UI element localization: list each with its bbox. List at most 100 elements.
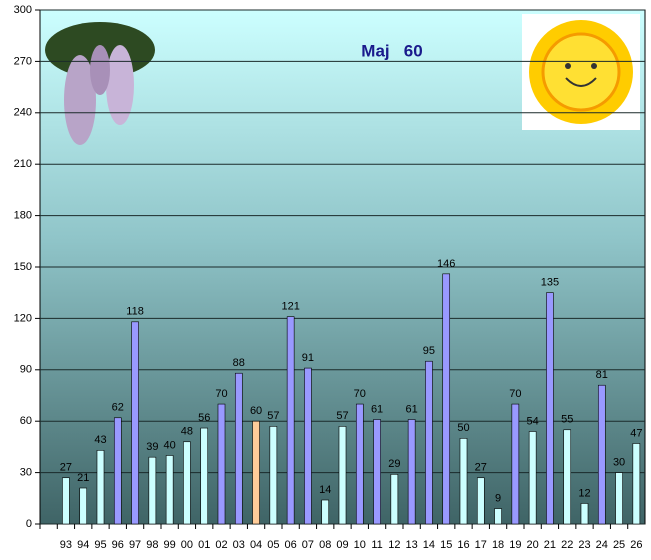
y-tick-label: 0 bbox=[26, 518, 32, 530]
value-label: 61 bbox=[406, 403, 418, 415]
value-label: 60 bbox=[250, 405, 262, 417]
value-label: 95 bbox=[423, 345, 435, 357]
y-tick-label: 120 bbox=[14, 312, 32, 324]
value-label: 57 bbox=[267, 410, 279, 422]
bar bbox=[355, 403, 364, 525]
bar bbox=[390, 474, 399, 525]
bar bbox=[62, 477, 70, 525]
bar bbox=[131, 321, 139, 525]
x-tick-label: 13 bbox=[406, 539, 418, 551]
value-label: 21 bbox=[77, 472, 89, 484]
x-tick-label: 95 bbox=[94, 539, 106, 551]
x-tick-label: 26 bbox=[630, 539, 642, 551]
bar bbox=[615, 472, 623, 525]
bar bbox=[442, 273, 451, 525]
bar bbox=[373, 419, 381, 525]
bar bbox=[269, 426, 278, 525]
value-label: 54 bbox=[527, 415, 539, 427]
bar bbox=[200, 427, 209, 525]
x-tick-label: 02 bbox=[215, 539, 227, 551]
chart-title: Maj 60 bbox=[361, 41, 422, 60]
x-tick-label: 05 bbox=[267, 539, 279, 551]
x-tick-label: 93 bbox=[60, 539, 72, 551]
value-label: 121 bbox=[281, 301, 299, 313]
x-tick-label: 20 bbox=[527, 539, 539, 551]
x-tick-label: 15 bbox=[440, 539, 452, 551]
x-tick-label: 08 bbox=[319, 539, 331, 551]
bar bbox=[96, 450, 105, 525]
x-tick-label: 06 bbox=[285, 539, 297, 551]
x-tick-label: 98 bbox=[146, 539, 158, 551]
y-tick-label: 210 bbox=[14, 158, 32, 170]
value-label: 29 bbox=[388, 458, 400, 470]
x-tick-label: 12 bbox=[388, 539, 400, 551]
bar bbox=[286, 316, 295, 525]
value-label: 70 bbox=[509, 388, 521, 400]
bar bbox=[338, 426, 347, 525]
value-label: 70 bbox=[215, 388, 227, 400]
x-tick-label: 00 bbox=[181, 539, 193, 551]
value-label: 146 bbox=[437, 258, 455, 270]
y-tick-label: 60 bbox=[20, 415, 32, 427]
value-label: 43 bbox=[94, 434, 106, 446]
bar bbox=[165, 455, 174, 525]
value-label: 40 bbox=[164, 439, 176, 451]
bar bbox=[546, 292, 554, 525]
value-label: 27 bbox=[60, 462, 72, 474]
value-label: 27 bbox=[475, 462, 487, 474]
value-label: 62 bbox=[112, 402, 124, 414]
bar bbox=[459, 438, 468, 525]
value-label: 12 bbox=[578, 487, 590, 499]
x-tick-label: 14 bbox=[423, 539, 435, 551]
x-tick-label: 16 bbox=[457, 539, 469, 551]
bar bbox=[425, 360, 433, 525]
y-tick-label: 240 bbox=[14, 107, 32, 119]
value-label: 9 bbox=[495, 492, 501, 504]
bar bbox=[580, 503, 589, 525]
value-label: 47 bbox=[630, 427, 642, 439]
bar bbox=[148, 456, 157, 525]
bar bbox=[632, 443, 641, 525]
x-tick-label: 11 bbox=[371, 539, 382, 551]
bar bbox=[113, 417, 122, 525]
x-tick-label: 19 bbox=[509, 539, 521, 551]
bar bbox=[79, 487, 88, 525]
y-tick-label: 270 bbox=[14, 55, 32, 67]
x-tick-label: 21 bbox=[544, 539, 556, 551]
x-tick-label: 25 bbox=[613, 539, 625, 551]
bar bbox=[183, 441, 191, 525]
value-label: 118 bbox=[126, 306, 144, 318]
bar bbox=[252, 420, 260, 525]
x-tick-label: 22 bbox=[561, 539, 573, 551]
y-tick-label: 90 bbox=[20, 364, 32, 376]
value-label: 39 bbox=[146, 441, 158, 453]
value-label: 57 bbox=[336, 410, 348, 422]
bar bbox=[304, 367, 312, 525]
x-tick-label: 10 bbox=[354, 539, 366, 551]
x-tick-label: 17 bbox=[475, 539, 487, 551]
x-tick-label: 97 bbox=[129, 539, 141, 551]
bar bbox=[234, 372, 243, 525]
x-tick-label: 94 bbox=[77, 539, 89, 551]
bar bbox=[563, 429, 572, 525]
value-label: 61 bbox=[371, 403, 383, 415]
x-tick-label: 96 bbox=[112, 539, 124, 551]
value-label: 50 bbox=[457, 422, 469, 434]
x-tick-label: 18 bbox=[492, 539, 504, 551]
value-label: 70 bbox=[354, 388, 366, 400]
y-tick-label: 30 bbox=[20, 467, 32, 479]
value-label: 55 bbox=[561, 414, 573, 426]
value-label: 135 bbox=[541, 277, 559, 289]
value-label: 81 bbox=[596, 369, 608, 381]
x-tick-label: 99 bbox=[164, 539, 176, 551]
bar bbox=[407, 419, 416, 525]
bar bbox=[597, 384, 606, 525]
x-tick-label: 09 bbox=[336, 539, 348, 551]
bar bbox=[217, 403, 226, 525]
y-tick-label: 150 bbox=[14, 261, 32, 273]
x-tick-label: 04 bbox=[250, 539, 262, 551]
x-tick-label: 03 bbox=[233, 539, 245, 551]
value-label: 88 bbox=[233, 357, 245, 369]
flower-decoration bbox=[45, 22, 155, 145]
